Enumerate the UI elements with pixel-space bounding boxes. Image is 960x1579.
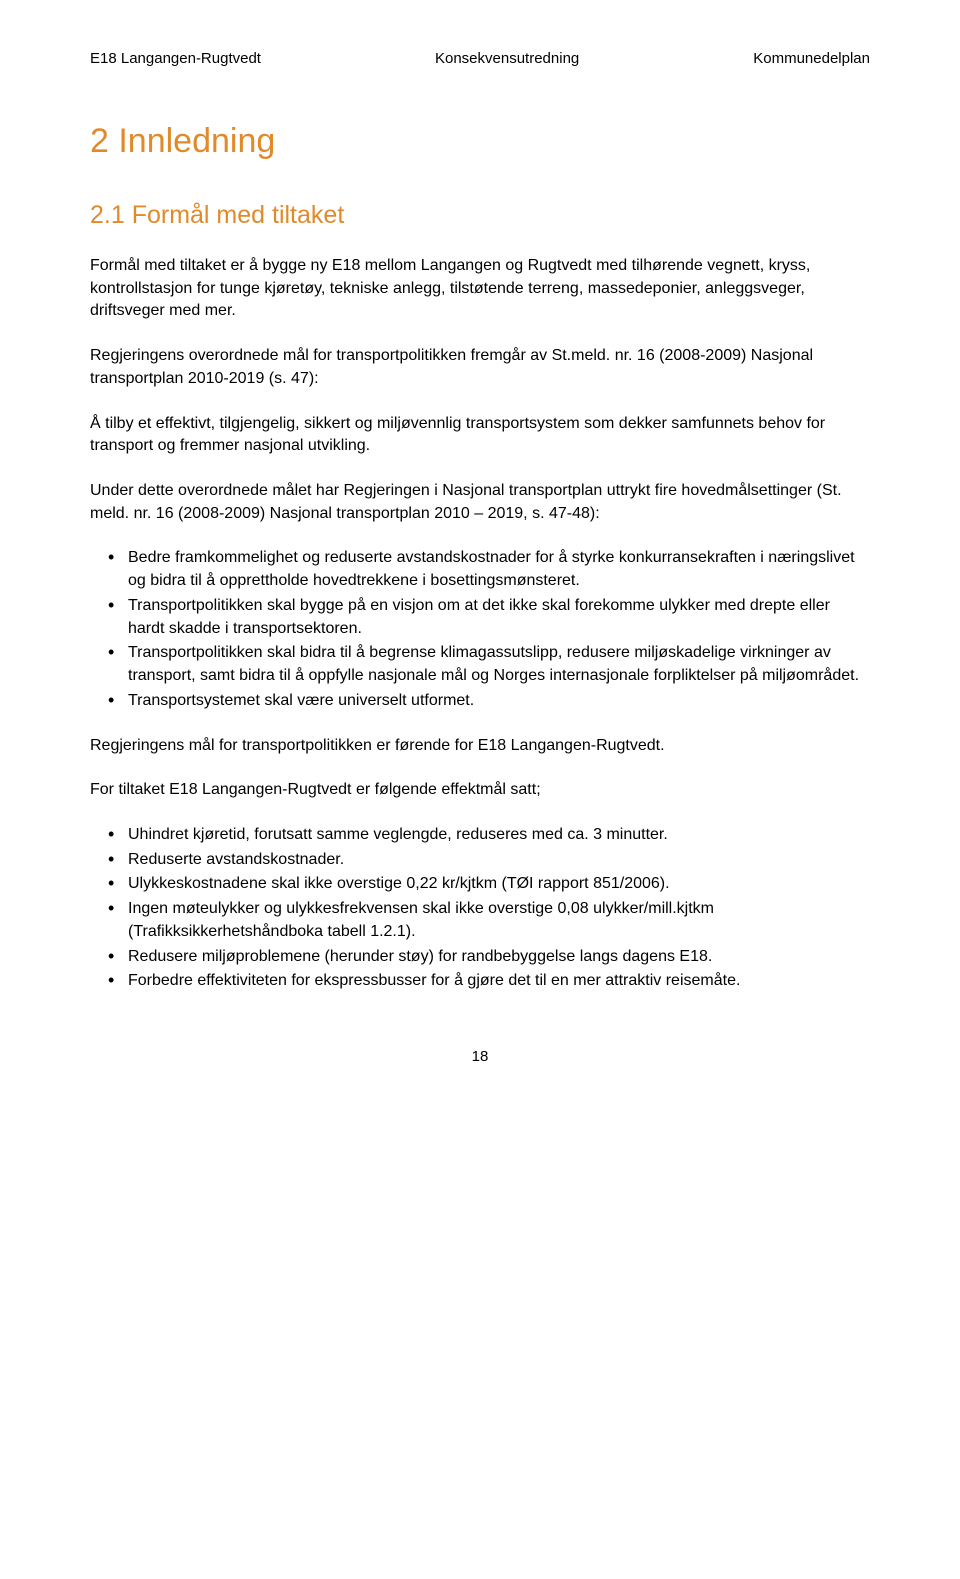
header-right: Kommunedelplan [753,50,870,67]
list-item: Bedre framkommelighet og reduserte avsta… [128,547,870,592]
list-item: Transportsystemet skal være universelt u… [128,690,870,713]
page-header: E18 Langangen-Rugtvedt Konsekvensutredni… [90,50,870,67]
list-item: Transportpolitikken skal bidra til å beg… [128,642,870,687]
paragraph: Å tilby et effektivt, tilgjengelig, sikk… [90,413,870,458]
bullet-list: Uhindret kjøretid, forutsatt samme vegle… [90,824,870,993]
list-item: Ingen møteulykker og ulykkesfrekvensen s… [128,898,870,943]
header-center: Konsekvensutredning [435,50,579,67]
bullet-list: Bedre framkommelighet og reduserte avsta… [90,547,870,712]
paragraph: Regjeringens overordnede mål for transpo… [90,345,870,390]
list-item: Transportpolitikken skal bygge på en vis… [128,595,870,640]
header-left: E18 Langangen-Rugtvedt [90,50,261,67]
paragraph: Formål med tiltaket er å bygge ny E18 me… [90,255,870,323]
list-item: Reduserte avstandskostnader. [128,849,870,872]
list-item: Redusere miljøproblemene (herunder støy)… [128,946,870,969]
paragraph: For tiltaket E18 Langangen-Rugtvedt er f… [90,779,870,802]
heading-2: 2.1 Formål med tiltaket [90,201,870,230]
list-item: Ulykkeskostnadene skal ikke overstige 0,… [128,873,870,896]
list-item: Forbedre effektiviteten for ekspressbuss… [128,970,870,993]
page-number: 18 [90,1048,870,1065]
paragraph: Regjeringens mål for transportpolitikken… [90,735,870,758]
heading-1: 2 Innledning [90,122,870,161]
paragraph: Under dette overordnede målet har Regjer… [90,480,870,525]
list-item: Uhindret kjøretid, forutsatt samme vegle… [128,824,870,847]
